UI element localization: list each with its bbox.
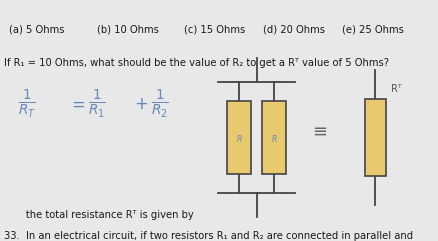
Text: R: R xyxy=(271,135,276,144)
Text: $\frac{1}{R_T}$: $\frac{1}{R_T}$ xyxy=(18,87,35,120)
Text: $=$: $=$ xyxy=(68,95,85,113)
Text: If R₁ = 10 Ohms, what should be the value of R₂ to get a Rᵀ value of 5 Ohms?: If R₁ = 10 Ohms, what should be the valu… xyxy=(4,58,389,68)
Text: $\frac{1}{R_1}$: $\frac{1}{R_1}$ xyxy=(88,87,106,120)
Text: $\frac{1}{R_2}$: $\frac{1}{R_2}$ xyxy=(151,87,169,120)
Text: Rᵀ: Rᵀ xyxy=(390,84,400,94)
Text: (d) 20 Ohms: (d) 20 Ohms xyxy=(263,24,325,34)
Text: R: R xyxy=(236,135,241,144)
Text: (c) 15 Ohms: (c) 15 Ohms xyxy=(184,24,245,34)
Text: (b) 10 Ohms: (b) 10 Ohms xyxy=(96,24,158,34)
Text: (e) 25 Ohms: (e) 25 Ohms xyxy=(342,24,403,34)
Text: $+$: $+$ xyxy=(134,95,148,113)
Text: 33.  In an electrical circuit, if two resistors R₁ and R₂ are connected in paral: 33. In an electrical circuit, if two res… xyxy=(4,231,413,241)
Text: (a) 5 Ohms: (a) 5 Ohms xyxy=(9,24,64,34)
Text: the total resistance Rᵀ is given by: the total resistance Rᵀ is given by xyxy=(4,210,194,220)
Bar xyxy=(262,101,286,174)
Text: $\equiv$: $\equiv$ xyxy=(308,121,327,139)
Bar xyxy=(227,101,251,174)
Bar xyxy=(364,99,385,176)
